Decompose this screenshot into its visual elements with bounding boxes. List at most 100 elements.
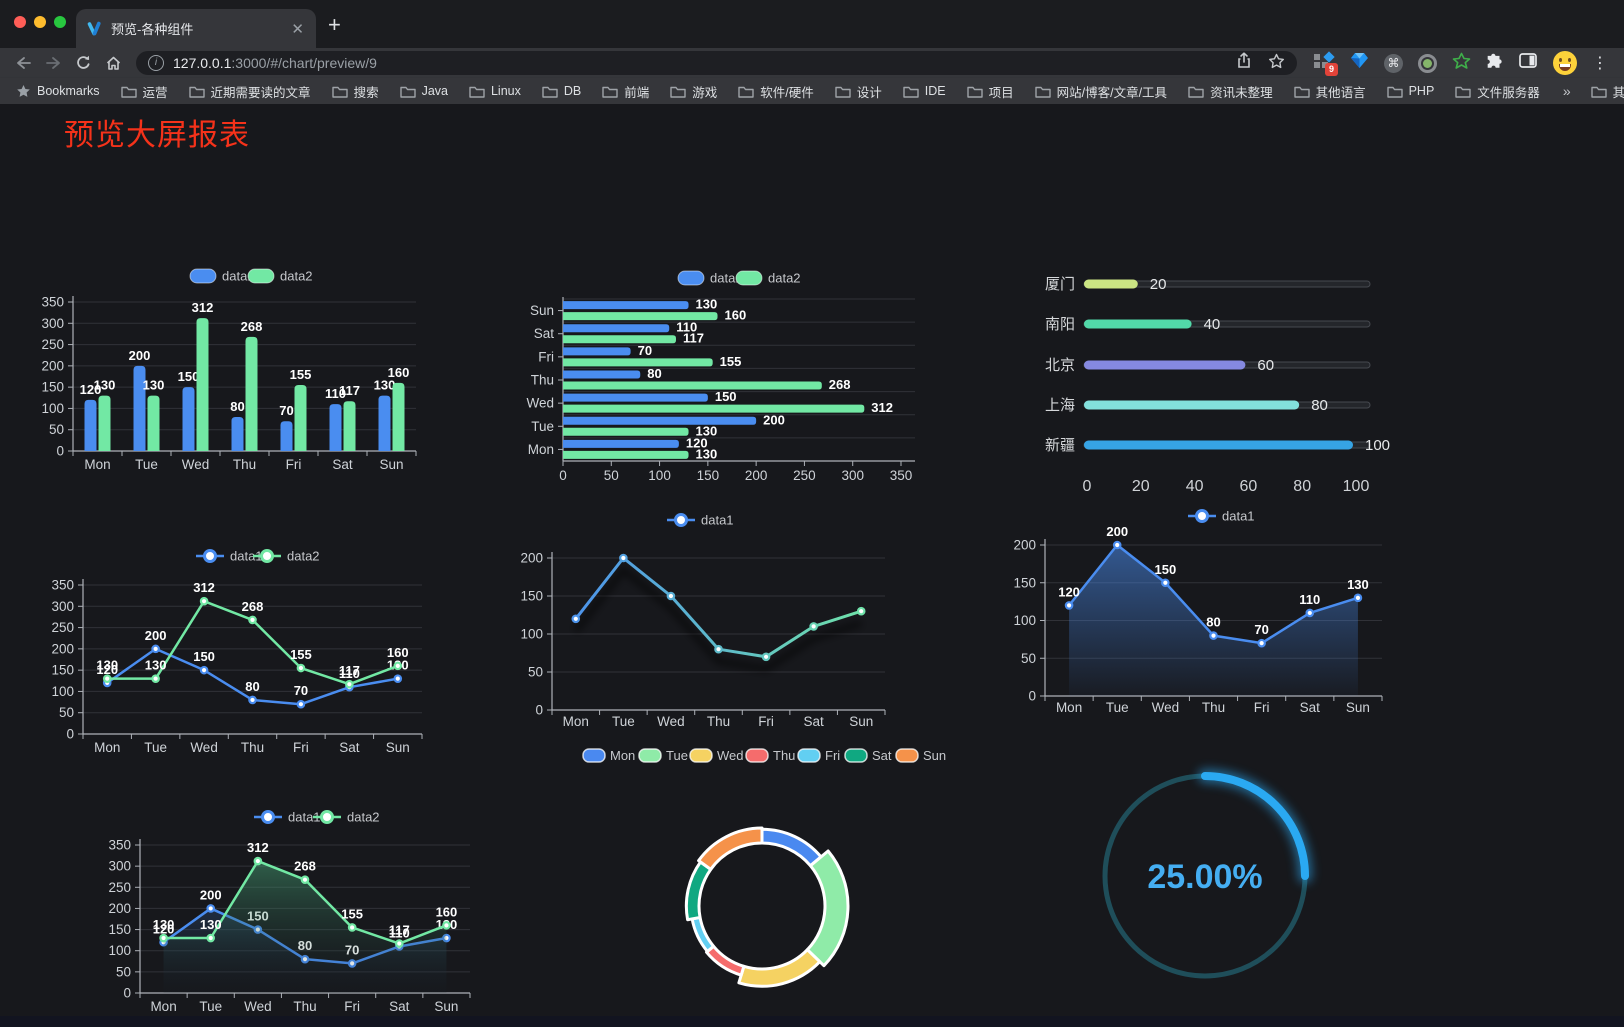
svg-text:110: 110 (676, 320, 697, 335)
bookmark-folder[interactable]: 近期需要读的文章 (188, 82, 311, 101)
home-icon[interactable] (98, 54, 128, 72)
svg-text:130: 130 (1347, 577, 1369, 592)
bookmarks-overflow-chevron[interactable]: » (1562, 83, 1571, 99)
command-extension-icon[interactable]: ⌘ (1384, 53, 1403, 73)
bookmark-folder[interactable]: 项目 (966, 82, 1014, 101)
svg-text:350: 350 (108, 838, 131, 853)
window-minimize-button[interactable] (34, 16, 46, 28)
back-icon[interactable] (8, 54, 38, 72)
bookmark-folder[interactable]: 设计 (835, 82, 882, 101)
bookmark-star-icon[interactable] (1268, 53, 1285, 74)
bookmark-folder-label: IDE (924, 84, 946, 98)
svg-text:0: 0 (123, 986, 131, 1001)
line-chart-gradient[interactable]: data1 0 50 100 150 200 Mon Tue Wed Thu Fri Sat Sun (500, 504, 940, 739)
bookmark-folder[interactable]: 文件服务器 (1455, 82, 1540, 101)
new-tab-button[interactable]: + (328, 12, 341, 37)
svg-text:厦门: 厦门 (1045, 276, 1075, 293)
browser-tab[interactable]: 预览-各种组件 ✕ (76, 9, 316, 48)
other-bookmarks-folder[interactable]: 其他书签 (1590, 82, 1624, 101)
svg-text:200: 200 (763, 412, 785, 427)
bookmark-folder[interactable]: Java (399, 84, 448, 98)
window-maximize-button[interactable] (54, 16, 66, 28)
rose-pie-chart[interactable]: Mon Tue Wed Thu Fri Sat Sun (540, 734, 960, 996)
svg-text:60: 60 (1257, 357, 1274, 374)
tab-title: 预览-各种组件 (111, 22, 194, 37)
site-info-icon[interactable]: i (148, 55, 164, 71)
svg-text:150: 150 (1013, 575, 1036, 590)
svg-text:120: 120 (153, 921, 175, 936)
bookmark-folder[interactable]: 资讯未整理 (1188, 82, 1273, 101)
bookmark-folder[interactable]: Linux (469, 84, 521, 98)
svg-text:Tue: Tue (531, 419, 554, 434)
browser-menu-icon[interactable]: ⋮ (1592, 55, 1608, 72)
bookmarks-manager-item[interactable]: Bookmarks (16, 84, 100, 98)
svg-text:100: 100 (520, 627, 543, 642)
svg-text:130: 130 (696, 423, 718, 438)
svg-text:200: 200 (145, 628, 167, 643)
extensions-puzzle-icon[interactable] (1486, 52, 1504, 75)
svg-text:data2: data2 (768, 271, 801, 286)
share-icon[interactable] (1236, 52, 1252, 74)
svg-text:Tue: Tue (135, 457, 158, 472)
folder-icon (399, 86, 416, 98)
folder-icon (1188, 86, 1204, 98)
folder-icon (602, 86, 618, 98)
svg-text:data1: data1 (701, 513, 734, 528)
svg-text:160: 160 (436, 904, 458, 919)
svg-text:150: 150 (520, 589, 543, 604)
svg-text:data1: data1 (710, 271, 743, 286)
bookmark-folder[interactable]: 前端 (602, 82, 649, 101)
forward-icon[interactable] (38, 54, 68, 72)
side-panel-icon[interactable] (1519, 52, 1538, 74)
address-bar[interactable]: i 127.0.0.1:3000/#/chart/preview/9 (136, 51, 1297, 75)
tab-close-icon[interactable]: ✕ (291, 20, 304, 38)
reload-icon[interactable] (68, 54, 98, 72)
url-text[interactable]: 127.0.0.1:3000/#/chart/preview/9 (173, 55, 1220, 71)
folder-icon (835, 86, 851, 98)
svg-text:Sat: Sat (332, 457, 353, 472)
svg-text:0: 0 (559, 468, 567, 483)
svg-text:0: 0 (535, 703, 543, 718)
svg-text:50: 50 (1021, 651, 1036, 666)
svg-text:155: 155 (290, 647, 312, 662)
svg-text:150: 150 (178, 369, 200, 384)
bookmark-folder[interactable]: 搜索 (331, 82, 379, 101)
line-chart-basic[interactable]: data1 data2 0 50 100 150 200 250 300 350 Mon Tue Wed… (40, 529, 480, 764)
svg-text:268: 268 (829, 377, 851, 392)
browser-window: 预览-各种组件 ✕ + i 127.0.0.1:3000/#/chart/pre… (0, 0, 1624, 104)
svg-text:117: 117 (389, 923, 410, 938)
grouped-bar-chart[interactable]: data1 data2 0 50 100 150 200 250 300 350 Mon Tue Wed… (40, 254, 480, 474)
area-chart-single[interactable]: data1 0 50 100 150 200 Mon Tue Wed Thu Fri Sat Sun 12… (980, 494, 1420, 724)
gauge-chart[interactable]: 25.00% (1075, 748, 1335, 1008)
svg-text:155: 155 (290, 367, 312, 382)
horizontal-bar-chart[interactable]: data1 data2 0 50 100 150 200 250 300 350 Sun 130 160… (500, 254, 940, 483)
window-close-button[interactable] (14, 16, 26, 28)
recorder-extension-icon[interactable] (1418, 53, 1437, 73)
svg-text:Sat: Sat (872, 748, 892, 763)
area-chart-double[interactable]: data1 data2 0 50 100 150 200 250 300 350 Mon Tue Wed… (100, 774, 500, 1024)
svg-text:120: 120 (1058, 584, 1080, 599)
svg-text:200: 200 (108, 901, 131, 916)
folder-icon (331, 86, 348, 98)
bookmark-folder[interactable]: 其他语言 (1293, 82, 1366, 101)
gem-extension-icon[interactable] (1350, 52, 1369, 74)
bookmark-folder[interactable]: 网站/博客/文章/工具 (1034, 82, 1167, 101)
green-star-extension-icon[interactable] (1452, 52, 1471, 75)
tab-manager-extension-icon[interactable]: 9 (1313, 51, 1338, 76)
svg-text:50: 50 (59, 705, 74, 720)
svg-text:150: 150 (41, 380, 64, 395)
profile-avatar[interactable] (1553, 51, 1577, 75)
svg-text:80: 80 (245, 679, 259, 694)
bookmark-folder[interactable]: 软件/硬件 (738, 82, 814, 101)
progress-bar-chart[interactable]: 厦门 20 南阳 40 北京 60 上海 80 新疆 100 0 20 40 60 80 100 (980, 254, 1420, 499)
bookmark-folder[interactable]: IDE (903, 84, 946, 98)
window-controls (14, 16, 66, 28)
svg-text:50: 50 (528, 665, 543, 680)
svg-text:70: 70 (279, 403, 293, 418)
svg-text:Mon: Mon (563, 714, 589, 729)
bookmark-folder[interactable]: PHP (1386, 84, 1434, 98)
svg-text:data2: data2 (347, 810, 380, 825)
bookmark-folder[interactable]: 游戏 (670, 82, 717, 101)
bookmark-folder[interactable]: 运营 (120, 82, 168, 101)
bookmark-folder[interactable]: DB (542, 84, 581, 98)
